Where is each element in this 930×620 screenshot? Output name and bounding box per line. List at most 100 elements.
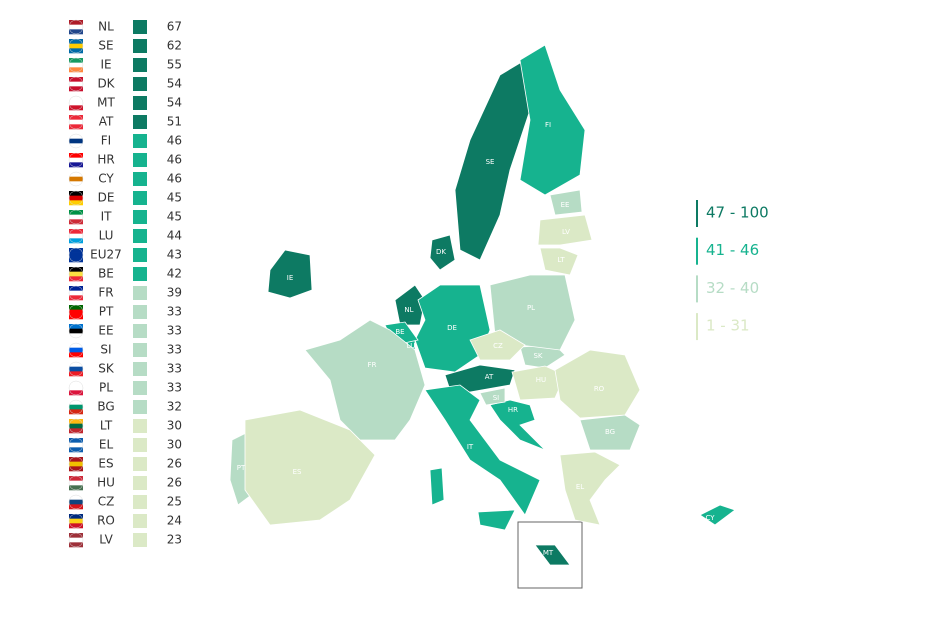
- country-code: IE: [100, 58, 111, 72]
- flag-stripe: [69, 352, 83, 358]
- country-value: 30: [167, 419, 182, 433]
- map-label: MT: [543, 549, 554, 557]
- country-code: EL: [99, 438, 114, 452]
- flag-stripe: [69, 271, 83, 277]
- map-label: DE: [447, 324, 457, 332]
- country-code: DK: [97, 77, 115, 91]
- map-label: NL: [404, 306, 413, 314]
- flag-stripe: [69, 267, 83, 272]
- country-value: 45: [167, 210, 182, 224]
- flag-stripe: [69, 20, 83, 25]
- value-swatch: [133, 58, 147, 72]
- value-swatch: [133, 248, 147, 262]
- flag-stripe: [69, 290, 83, 296]
- flag-outline: [68, 361, 84, 377]
- flag-stripe: [69, 381, 83, 386]
- flag-stripe: [69, 214, 83, 220]
- flag-stripe: [69, 333, 83, 339]
- flag-outline: [68, 57, 84, 73]
- flag-stripe: [69, 115, 83, 120]
- country-shape: [479, 387, 506, 406]
- map-label: EL: [576, 483, 584, 491]
- map-label: HU: [536, 376, 546, 384]
- country-value: 33: [167, 343, 182, 357]
- flag-stripe: [69, 514, 83, 519]
- legend-label: 47 - 100: [706, 204, 769, 222]
- flag-outline: [68, 513, 84, 529]
- flag-outline: [68, 95, 84, 111]
- country-value: 23: [167, 533, 182, 547]
- flag-stripe: [69, 533, 83, 538]
- country-value: 54: [167, 96, 182, 110]
- flag-outline: [68, 342, 84, 358]
- country-value: 67: [167, 20, 182, 34]
- country-value: 46: [167, 134, 182, 148]
- country-code: LV: [99, 533, 113, 547]
- value-swatch: [133, 343, 147, 357]
- map-label: RO: [594, 385, 605, 393]
- flag-stripe: [69, 537, 83, 543]
- country-code: HU: [97, 476, 115, 490]
- flag-stripe: [69, 499, 83, 505]
- country-code: MT: [97, 96, 115, 110]
- flag-outline: [68, 247, 84, 263]
- flag-stripe: [69, 438, 83, 443]
- legend-bar: [696, 313, 698, 341]
- legend-bar: [696, 275, 698, 303]
- flag-stripe: [69, 81, 83, 87]
- map-label: FI: [545, 121, 551, 129]
- country-code: LT: [100, 419, 113, 433]
- flag-stripe: [69, 24, 83, 30]
- flag-stripe: [69, 191, 83, 196]
- value-swatch: [133, 267, 147, 281]
- flag-stripe: [69, 48, 83, 54]
- flag-outline: [68, 285, 84, 301]
- country-code: BG: [97, 400, 114, 414]
- country-shape: [549, 189, 583, 216]
- country-shape: [534, 544, 571, 566]
- country-shape: [244, 409, 376, 526]
- flag-stripe: [69, 457, 83, 462]
- country-shape: [699, 504, 736, 526]
- map-label: IT: [467, 443, 474, 451]
- legend-label: 32 - 40: [706, 279, 759, 297]
- flag-outline: [68, 456, 84, 472]
- value-swatch: [133, 134, 147, 148]
- flag-stripe: [69, 43, 83, 49]
- country-value: 33: [167, 305, 182, 319]
- flag-outline: [68, 323, 84, 339]
- flag-stripe: [69, 67, 83, 73]
- flag-stripe: [69, 466, 83, 472]
- flag-outline: [68, 190, 84, 206]
- country-value: 33: [167, 381, 182, 395]
- value-swatch: [133, 191, 147, 205]
- country-value: 62: [167, 39, 182, 53]
- flag-stripe: [69, 343, 83, 348]
- map-label: PT: [237, 464, 246, 472]
- flag-stripe: [69, 371, 83, 377]
- country-code: CY: [98, 172, 114, 186]
- flag-stripe: [69, 362, 83, 367]
- map-label: FR: [368, 361, 377, 369]
- legend-bar: [696, 237, 698, 265]
- country-code: AT: [99, 115, 114, 129]
- country-code: IT: [101, 210, 113, 224]
- flag-stripe: [69, 210, 83, 215]
- flag-stripe: [69, 328, 83, 334]
- country-code: DE: [98, 191, 115, 205]
- flag-stripe: [69, 542, 83, 548]
- country-code: FR: [98, 286, 113, 300]
- country-code: EE: [98, 324, 113, 338]
- country-shape: [469, 329, 526, 361]
- flag-stripe: [69, 39, 83, 44]
- flag-stripe: [69, 309, 83, 315]
- flag-stripe: [69, 134, 83, 139]
- value-swatch: [133, 39, 147, 53]
- flag-stripe: [69, 419, 83, 424]
- map-label: HR: [508, 406, 518, 414]
- value-swatch: [133, 324, 147, 338]
- flag-stripe: [69, 58, 83, 63]
- country-value: 32: [167, 400, 182, 414]
- value-swatch: [133, 381, 147, 395]
- flag-stripe: [69, 442, 83, 448]
